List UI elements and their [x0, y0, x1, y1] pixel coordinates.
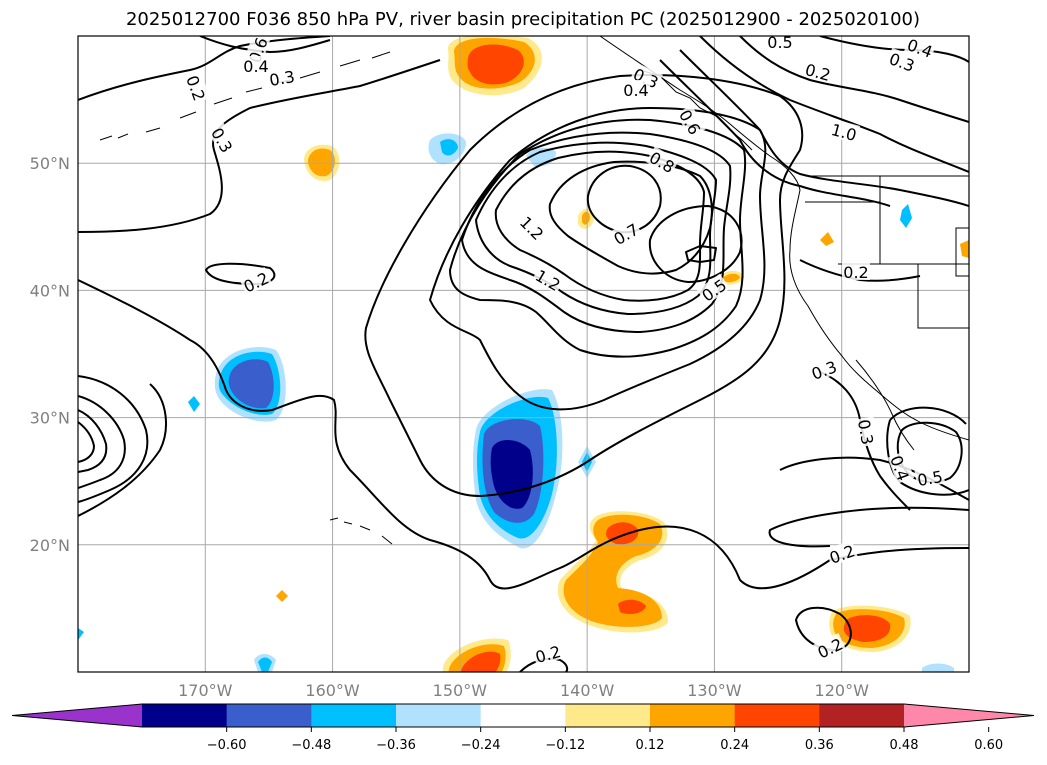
colorbar-tick-label: −0.60 — [207, 738, 247, 753]
y-tick-label: 20°N — [30, 536, 70, 555]
precip-negative-blob — [188, 347, 286, 422]
pv-contour-label: 0.3 — [854, 418, 877, 446]
colorbar-under-arrow — [12, 704, 142, 727]
colorbar-segment — [819, 704, 905, 727]
pv-contour-label: 0.5 — [767, 33, 792, 52]
y-tick-label: 40°N — [30, 281, 70, 300]
pv-contour-1.2-inner-east — [648, 205, 743, 283]
precip-anomaly-layer — [78, 36, 969, 672]
colorbar-tick-label: −0.36 — [376, 738, 416, 753]
pv-contour-label: 0.3 — [268, 67, 296, 90]
colorbar-segment — [734, 704, 820, 727]
colorbar-segment — [142, 704, 228, 727]
pv-contour-0.2-south-hook — [519, 657, 569, 672]
pv-contour-northeast-4 — [659, 59, 891, 207]
pv-contour-label: 0.2 — [843, 263, 868, 282]
precip-positive-blob — [447, 36, 542, 96]
pv-contour-southwest-2 — [78, 395, 126, 489]
y-axis-ticks: 50°N 40°N 30°N 20°N — [30, 154, 70, 555]
colorbar-segment — [565, 704, 651, 727]
pv-contour-1.2-inner-west — [586, 164, 662, 234]
state-borders — [805, 176, 969, 329]
gridlines — [78, 36, 969, 672]
pv-contour-0.2-outer — [78, 279, 969, 590]
chart-title: 2025012700 F036 850 hPa PV, river basin … — [126, 9, 920, 30]
hawaii-islands — [329, 517, 393, 545]
pv-contour-0.2-northwest — [78, 36, 331, 101]
pv-contour-1.3-core — [685, 245, 717, 263]
pv-contour-northeast-2 — [699, 36, 969, 173]
pv-contour-1.0-main — [548, 160, 713, 275]
x-axis-ticks: 170°W 160°W 150°W 140°W 130°W 120°W — [178, 681, 869, 700]
baja-coast — [855, 359, 915, 451]
colorbar-tick-label: 0.48 — [890, 738, 919, 753]
pv-contour-southwest-outer — [78, 383, 167, 517]
pv-contour-northeast-1 — [739, 36, 969, 123]
pv-contour-southwest-3 — [78, 409, 108, 473]
pv-contour-0.5-main — [449, 118, 747, 358]
pv-contour-0.4-northwest — [199, 36, 331, 53]
pv-contour-0.3-main — [364, 73, 804, 497]
pv-contour-southwest-1 — [78, 375, 149, 503]
x-tick-label: 120°W — [815, 681, 870, 700]
pv-contour-southwest-4 — [78, 421, 95, 463]
pv-contour-label: 0.4 — [623, 81, 648, 100]
pv-contour-label: 0.5 — [916, 467, 944, 490]
precip-positive-blob — [557, 511, 668, 633]
pv-contour-label: 0.4 — [243, 57, 268, 76]
pv-contour-0.2-southeast — [768, 456, 969, 548]
colorbar-segment — [480, 704, 566, 727]
x-tick-label: 160°W — [305, 681, 360, 700]
colorbar-tick-label: −0.48 — [291, 738, 331, 753]
colorbar-tick-label: 0.60 — [974, 738, 1003, 753]
x-tick-label: 170°W — [178, 681, 233, 700]
colorbar-outline — [11, 703, 1035, 728]
colorbar-over-arrow — [904, 704, 1034, 727]
x-tick-label: 140°W — [560, 681, 615, 700]
pv-contour-0.8-main — [494, 150, 705, 302]
colorbar-tick-label: 0.24 — [720, 738, 749, 753]
pv-contour-0.4-main — [429, 107, 767, 411]
y-tick-label: 30°N — [30, 409, 70, 428]
colorbar-segment — [650, 704, 736, 727]
pv-contours — [78, 36, 969, 672]
colorbar: −0.60 −0.48 −0.36 −0.24 −0.12 0.12 0.24 0.36 0.4… — [11, 703, 1035, 753]
x-tick-label: 150°W — [433, 681, 488, 700]
x-tick-label: 130°W — [687, 681, 742, 700]
colorbar-tick-label: −0.12 — [545, 738, 585, 753]
colorbar-segment — [226, 704, 312, 727]
colorbar-tick-label: 0.36 — [805, 738, 834, 753]
colorbar-segment — [396, 704, 482, 727]
colorbar-tick-label: 0.12 — [636, 738, 665, 753]
colorbar-segment — [311, 704, 397, 727]
colorbar-tick-label: −0.24 — [461, 738, 501, 753]
pv-contour-0.6-main — [461, 131, 732, 333]
pv-contour-0.2-small — [205, 262, 276, 285]
map-frame — [77, 35, 970, 673]
pv-contour-northeast-3 — [679, 49, 969, 207]
y-tick-label: 50°N — [30, 154, 70, 173]
pv-contour-0.2-south-loop — [795, 606, 852, 651]
